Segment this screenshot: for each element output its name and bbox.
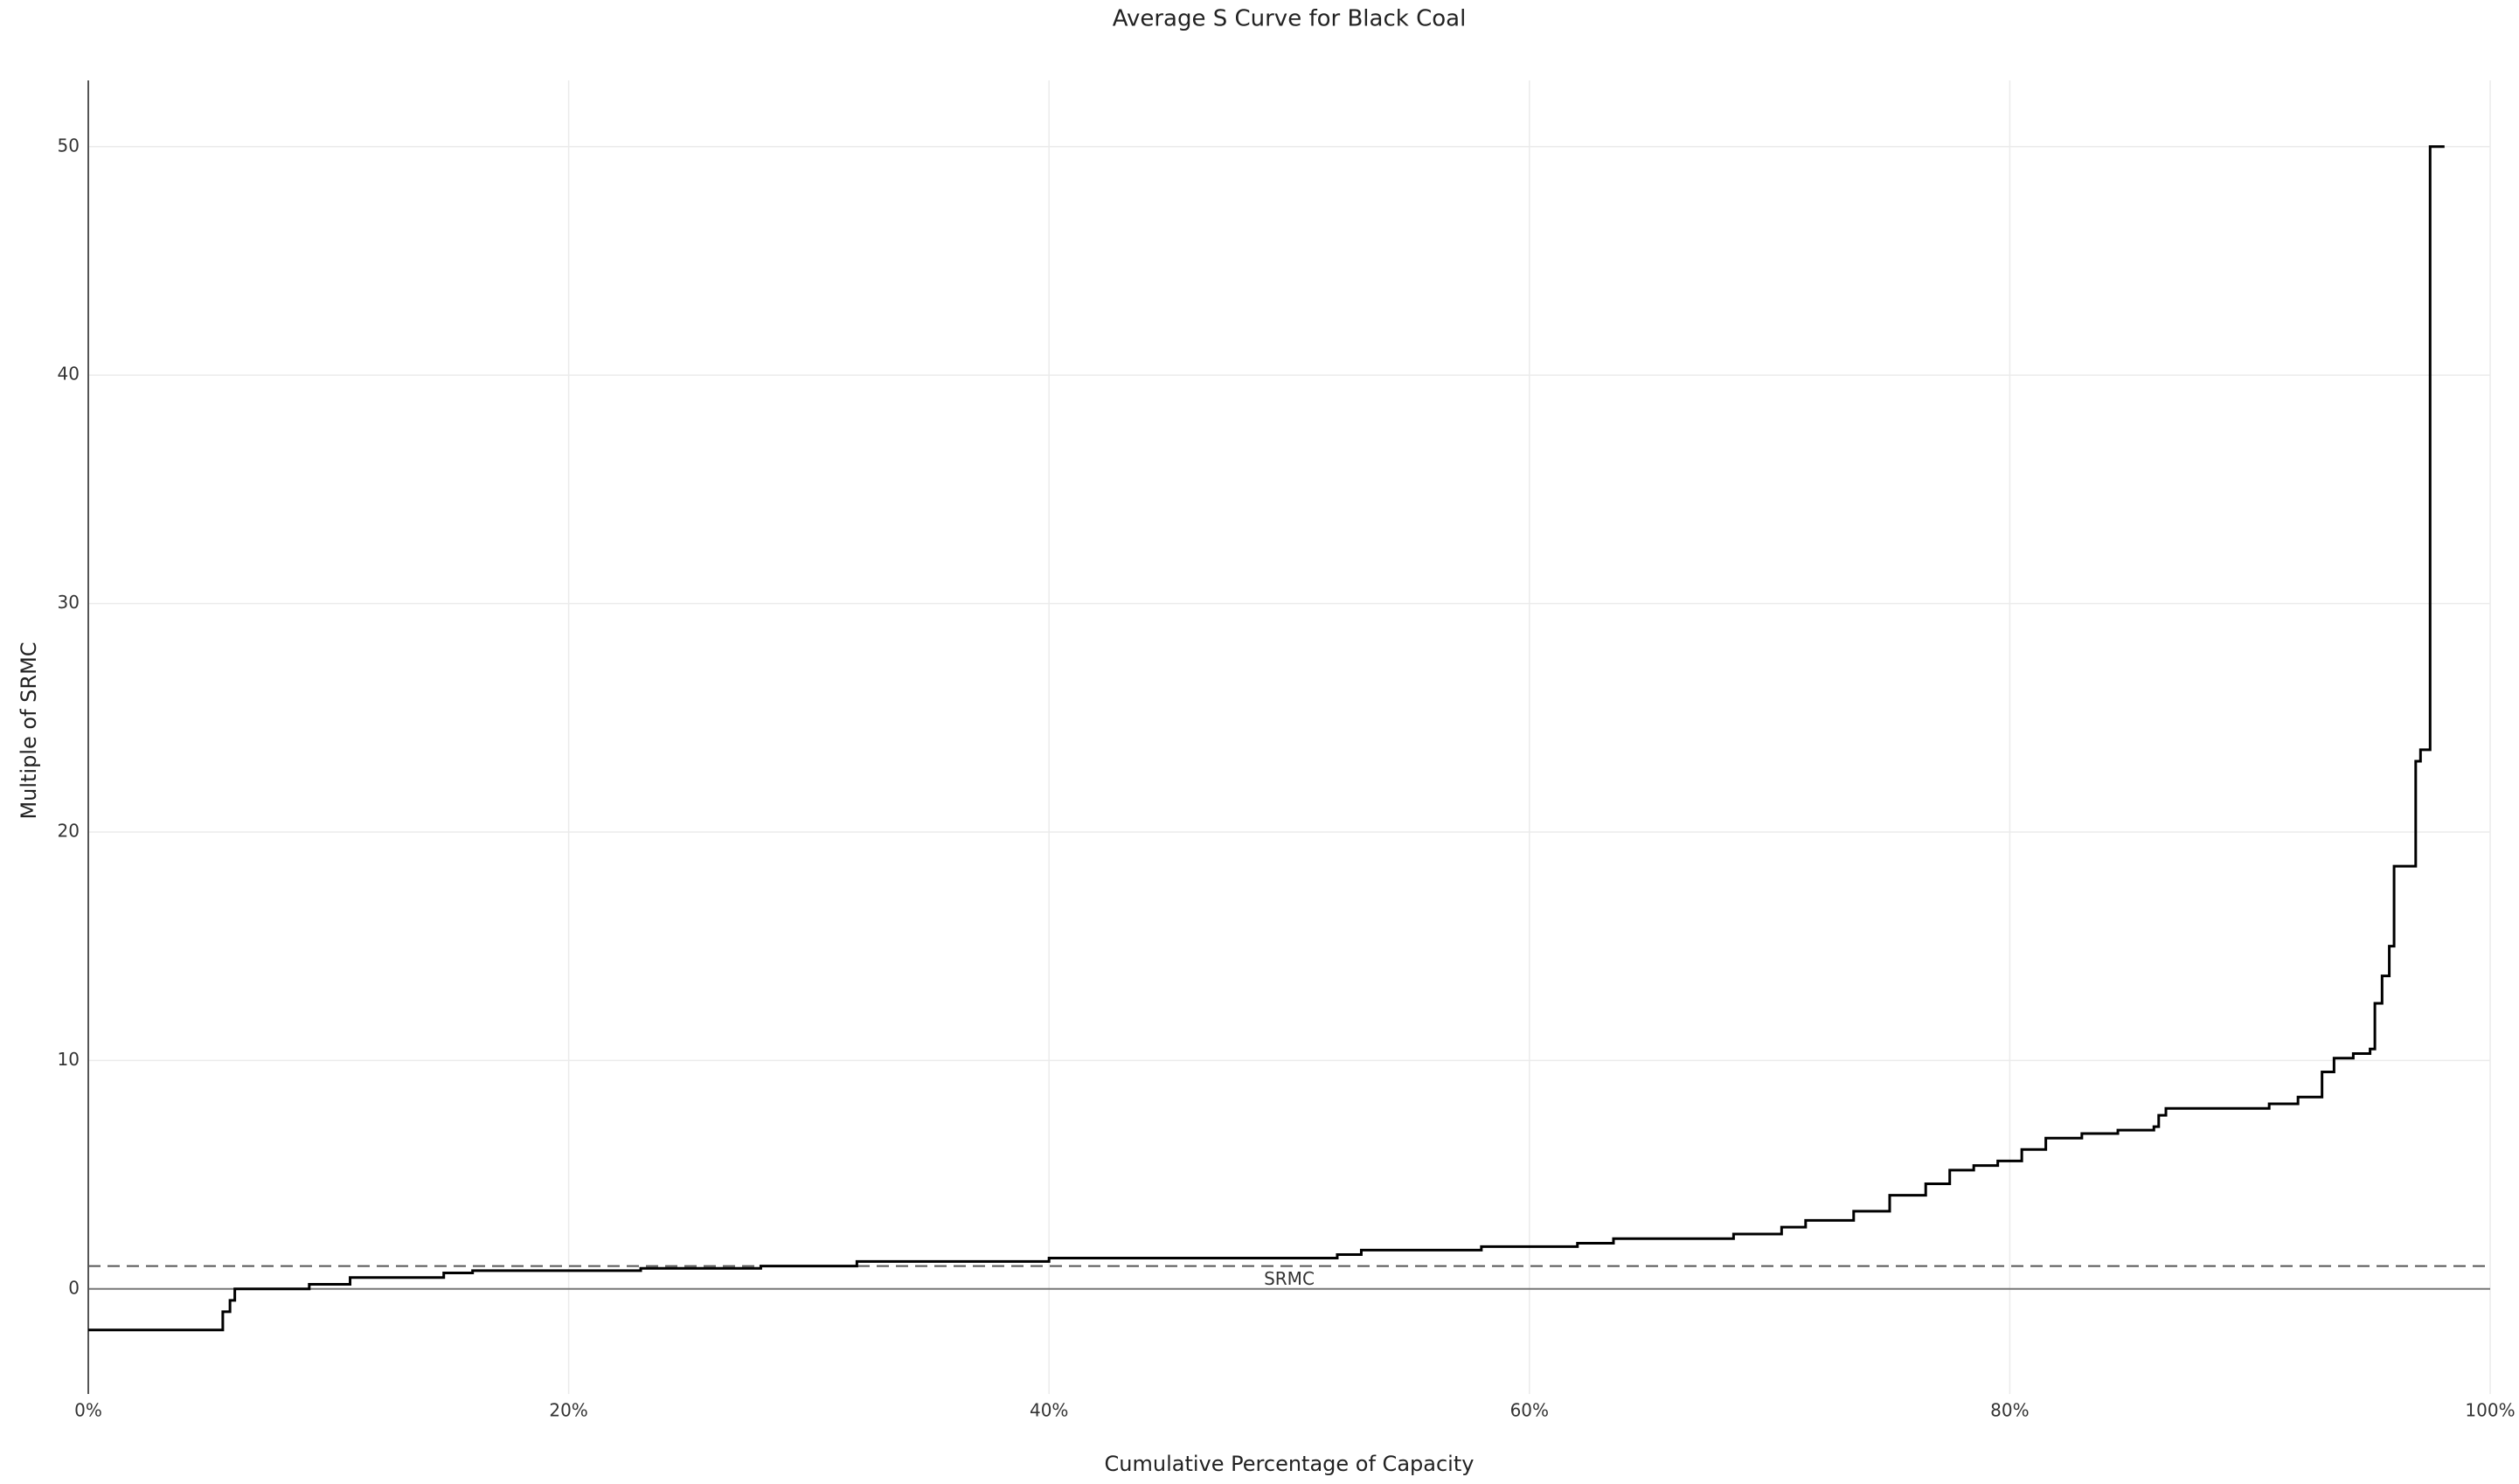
chart-title: Average S Curve for Black Coal <box>1113 6 1467 32</box>
y-tick-label: 20 <box>58 820 80 841</box>
y-axis-title: Multiple of SRMC <box>17 641 41 819</box>
x-tick-label: 20% <box>549 1400 587 1421</box>
data-line <box>88 145 2445 1332</box>
x-tick-label: 100% <box>2465 1400 2515 1421</box>
y-tick-label: 0 <box>68 1277 80 1298</box>
x-tick-label: 80% <box>1990 1400 2029 1421</box>
y-tick-label: 30 <box>58 592 80 613</box>
x-tick-label: 60% <box>1510 1400 1549 1421</box>
reference-label: SRMC <box>1264 1268 1315 1289</box>
x-axis-title: Cumulative Percentage of Capacity <box>1105 1452 1475 1476</box>
x-tick-label: 40% <box>1030 1400 1068 1421</box>
x-tick-label: 0% <box>74 1400 102 1421</box>
y-tick-label: 50 <box>58 135 80 156</box>
y-tick-label: 10 <box>58 1049 80 1070</box>
y-tick-label: 40 <box>58 364 80 385</box>
